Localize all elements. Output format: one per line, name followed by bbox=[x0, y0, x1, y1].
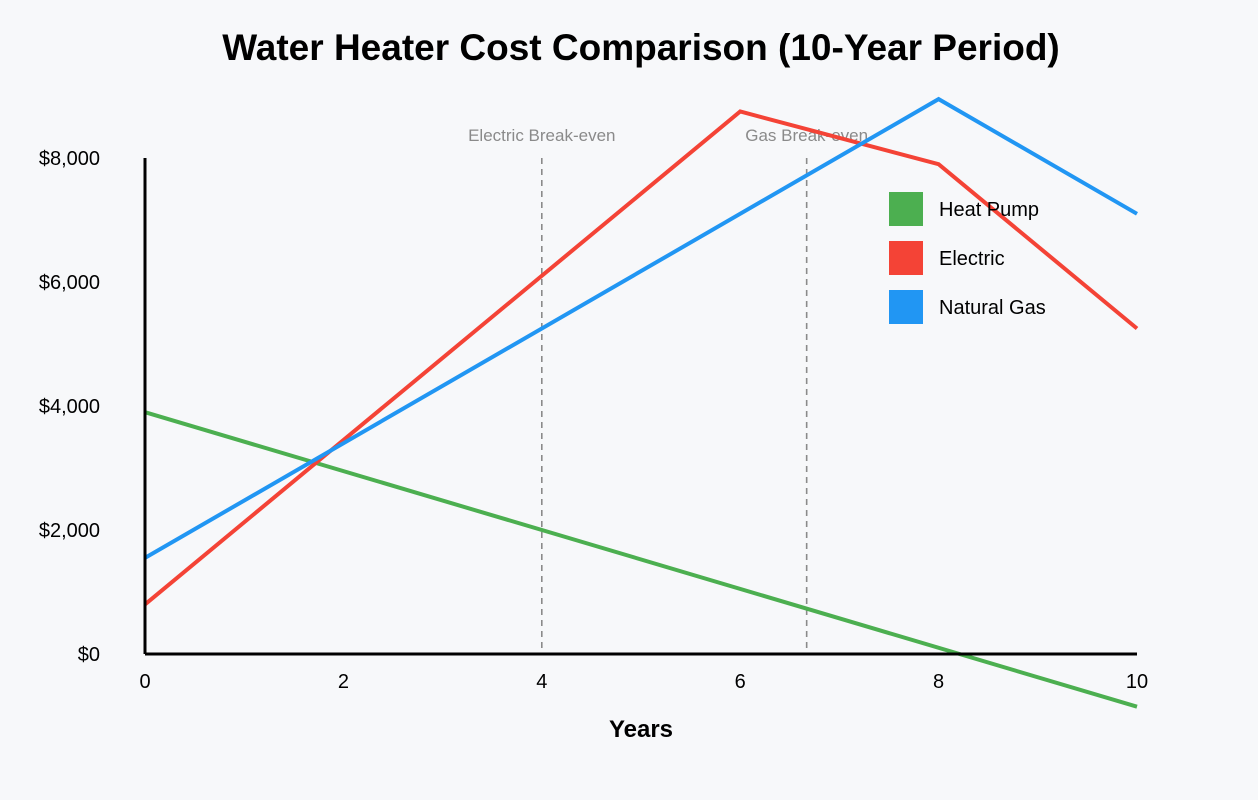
series-line-electric bbox=[143, 109, 1139, 606]
y-tick-label: $6,000 bbox=[39, 272, 100, 294]
y-tick-label: $2,000 bbox=[39, 520, 100, 542]
x-tick-label: 2 bbox=[338, 671, 349, 693]
legend: Heat Pump Electric Natural Gas bbox=[889, 192, 1046, 324]
y-tick-labels: $0 $2,000 $4,000 $6,000 $8,000 bbox=[39, 148, 100, 666]
series-line-heat-pump bbox=[144, 410, 1138, 709]
x-tick-labels: 0 2 4 6 8 10 bbox=[139, 671, 1148, 693]
x-tick-label: 10 bbox=[1126, 671, 1148, 693]
y-tick-label: $8,000 bbox=[39, 148, 100, 170]
legend-swatch-natural-gas bbox=[889, 290, 923, 324]
annotation-label-0: Electric Break-even bbox=[468, 126, 615, 145]
x-tick-label: 8 bbox=[933, 671, 944, 693]
legend-label: Heat Pump bbox=[939, 199, 1039, 221]
legend-label: Natural Gas bbox=[939, 297, 1046, 319]
x-tick-label: 6 bbox=[735, 671, 746, 693]
annotations: Electric Break-even Gas Break-even bbox=[468, 126, 868, 654]
legend-label: Electric bbox=[939, 248, 1005, 270]
chart-title: Water Heater Cost Comparison (10-Year Pe… bbox=[222, 27, 1060, 68]
legend-swatch-electric bbox=[889, 241, 923, 275]
x-tick-label: 0 bbox=[139, 671, 150, 693]
annotation-label-1: Gas Break-even bbox=[745, 126, 868, 145]
legend-swatch-heat-pump bbox=[889, 192, 923, 226]
x-tick-label: 4 bbox=[536, 671, 547, 693]
series-line-natural-gas bbox=[143, 96, 1139, 560]
y-tick-label: $0 bbox=[78, 644, 100, 666]
y-tick-label: $4,000 bbox=[39, 396, 100, 418]
series-lines bbox=[143, 96, 1139, 709]
x-axis-label: Years bbox=[609, 716, 673, 743]
axes bbox=[143, 158, 1137, 656]
